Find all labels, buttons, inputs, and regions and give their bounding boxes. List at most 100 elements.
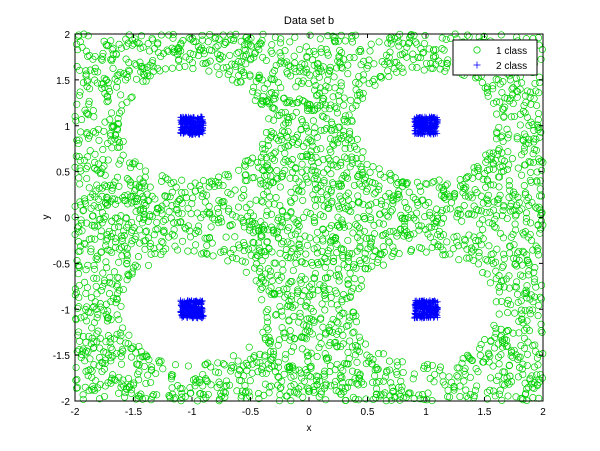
class1-point [420,395,428,404]
class1-point [104,97,112,105]
class1-point [505,362,513,370]
class1-point [258,145,267,153]
class1-point [369,395,377,404]
class1-point [405,188,413,196]
class1-point [532,87,540,95]
class1-point [123,256,131,264]
class1-point [360,380,368,388]
class1-point [268,41,276,49]
class2-point [191,118,198,125]
class1-point [334,135,342,143]
class1-point [258,273,266,281]
class1-point [217,248,225,256]
class1-point [155,204,163,212]
class1-point [236,367,244,375]
class1-point [134,392,142,400]
class1-point [522,218,530,226]
class1-point [497,31,505,39]
class1-point [272,259,280,267]
class1-point [113,349,121,357]
class1-point [252,277,260,285]
class1-point [320,202,328,210]
class1-point [352,342,360,350]
class1-point [135,39,143,48]
class1-point [186,227,194,235]
class1-point [98,165,106,173]
class1-point [511,206,519,214]
class1-point [489,206,498,214]
class1-point [292,218,300,226]
class1-point [259,92,267,100]
class1-point [310,61,318,69]
class1-point [151,195,159,203]
class1-point [402,204,411,212]
class2-point [424,117,431,123]
class1-point [300,321,308,329]
class1-point [240,247,248,255]
class1-point [519,272,527,280]
class1-point [199,190,207,198]
class1-point [91,235,99,243]
class1-point [331,103,339,111]
x-tick-label: -1.5 [125,407,143,418]
class1-point [414,201,422,209]
class1-point [471,186,479,194]
class1-point [91,64,99,72]
class1-point [513,135,521,143]
class1-point [360,227,368,235]
class1-point [500,201,508,210]
class2-point [427,313,434,320]
class1-point [165,233,173,241]
class1-point [107,316,115,324]
class1-point [215,181,223,189]
class1-point [439,251,447,259]
class1-point [348,201,356,209]
class1-point [313,92,321,100]
class1-point [344,203,352,211]
y-axis-title: y [41,215,52,220]
class1-point [538,45,546,54]
class1-point [344,252,352,260]
class1-point [416,182,424,191]
class1-point [345,111,353,119]
class1-point [468,210,476,218]
class1-point [344,174,352,182]
class1-point [340,359,349,367]
class1-point [340,223,348,231]
class1-point [350,328,358,336]
class1-point [283,113,291,121]
class1-point [89,382,97,390]
class1-point [431,223,439,231]
class1-point [506,186,514,194]
class1-point [413,178,421,186]
class1-point [415,222,423,230]
class1-point [520,344,529,352]
class1-point [147,396,155,404]
class1-point [516,364,524,372]
class1-point [108,55,116,63]
class1-point [496,80,504,88]
class1-point [130,160,138,168]
class1-point [298,168,306,176]
class1-point [320,291,328,299]
class1-point [241,46,249,54]
class1-point [253,358,261,366]
class1-point [535,155,543,163]
class1-point [148,34,156,43]
class1-point [334,202,343,210]
class1-point [140,210,148,219]
class1-point [348,250,356,258]
class1-point [349,284,357,292]
class1-point [101,198,110,207]
class1-point [484,92,492,100]
class1-point [389,227,397,235]
class1-point [479,225,487,234]
class1-point [313,146,321,154]
class1-point [103,314,112,322]
class1-point [357,259,365,267]
class1-point [94,327,102,335]
class1-point [366,213,374,222]
class1-point [493,150,501,158]
class1-point [410,31,418,39]
class1-point [369,77,377,85]
